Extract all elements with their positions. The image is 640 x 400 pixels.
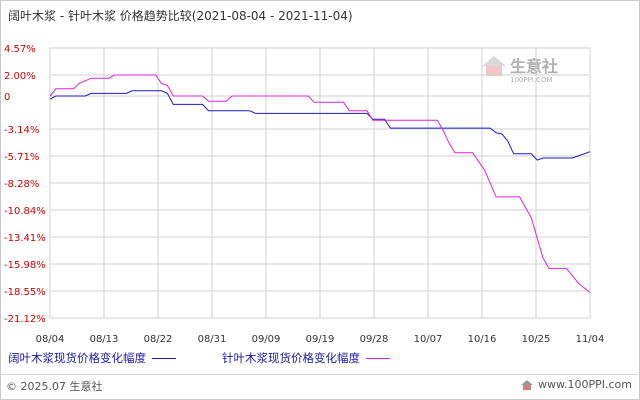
x-tick-label: 08/04: [36, 334, 65, 345]
x-tick-label: 10/16: [468, 334, 497, 345]
series-lines: [49, 74, 591, 293]
y-tick-label: 0: [4, 92, 10, 103]
y-tick-label: 4.57%: [4, 44, 36, 55]
footer-site-link[interactable]: www.100PPI.com: [538, 378, 632, 391]
watermark-url: 100PPI.COM: [510, 76, 553, 84]
legend-label-2: 针叶木浆现货价格变化幅度: [222, 351, 360, 365]
y-axis: 4.57% 2.00% 0 -3.14% -5.71% -8.28% -10.84% -13.…: [4, 44, 46, 325]
chart-title: 阔叶木浆 - 针叶木浆 价格趋势比较(2021-08-04 - 2021-11-…: [8, 9, 353, 23]
x-tick-label: 09/28: [360, 334, 389, 345]
x-tick-label: 11/04: [576, 334, 605, 345]
legend-item-2: 针叶木浆现货价格变化幅度: [222, 350, 390, 366]
footer-divider: [0, 374, 638, 375]
y-tick-label: -8.28%: [4, 179, 39, 190]
x-tick-label: 08/31: [198, 334, 227, 345]
watermark-brand: 生意社: [510, 57, 558, 76]
site-logo-icon: [521, 379, 534, 390]
footer-site[interactable]: www.100PPI.com: [520, 378, 632, 391]
legend-swatch-2: [366, 358, 390, 359]
y-tick-label: -13.41%: [4, 233, 46, 244]
footer-copyright: © 2025.07 生意社: [6, 380, 103, 393]
y-tick-label: -5.71%: [4, 152, 39, 163]
y-tick-label: 2.00%: [4, 71, 36, 82]
y-tick-label: -21.12%: [4, 314, 46, 325]
y-tick-label: -3.14%: [4, 125, 39, 136]
x-axis: 08/04 08/13 08/22 08/31 09/09 09/19 09/28 10/07…: [36, 334, 605, 345]
legend-swatch-1: [152, 358, 176, 359]
x-tick-label: 10/07: [414, 334, 443, 345]
x-tick-label: 08/13: [90, 334, 119, 345]
legend-item-1: 阔叶木浆现货价格变化幅度: [8, 350, 176, 366]
y-tick-label: -10.84%: [4, 206, 46, 217]
x-tick-label: 08/22: [144, 334, 173, 345]
x-tick-label: 09/09: [252, 334, 281, 345]
grid: [49, 47, 591, 319]
y-tick-label: -18.55%: [4, 287, 46, 298]
watermark-house-icon: [486, 66, 502, 76]
series-line-2: [49, 74, 591, 293]
watermark-roof-icon: [482, 56, 506, 66]
x-tick-label: 09/19: [306, 334, 335, 345]
x-tick-label: 10/25: [522, 334, 551, 345]
y-tick-label: -15.98%: [4, 260, 46, 271]
watermark-logo: 生意社 100PPI.COM: [482, 56, 558, 84]
legend-label-1: 阔叶木浆现货价格变化幅度: [8, 351, 146, 365]
